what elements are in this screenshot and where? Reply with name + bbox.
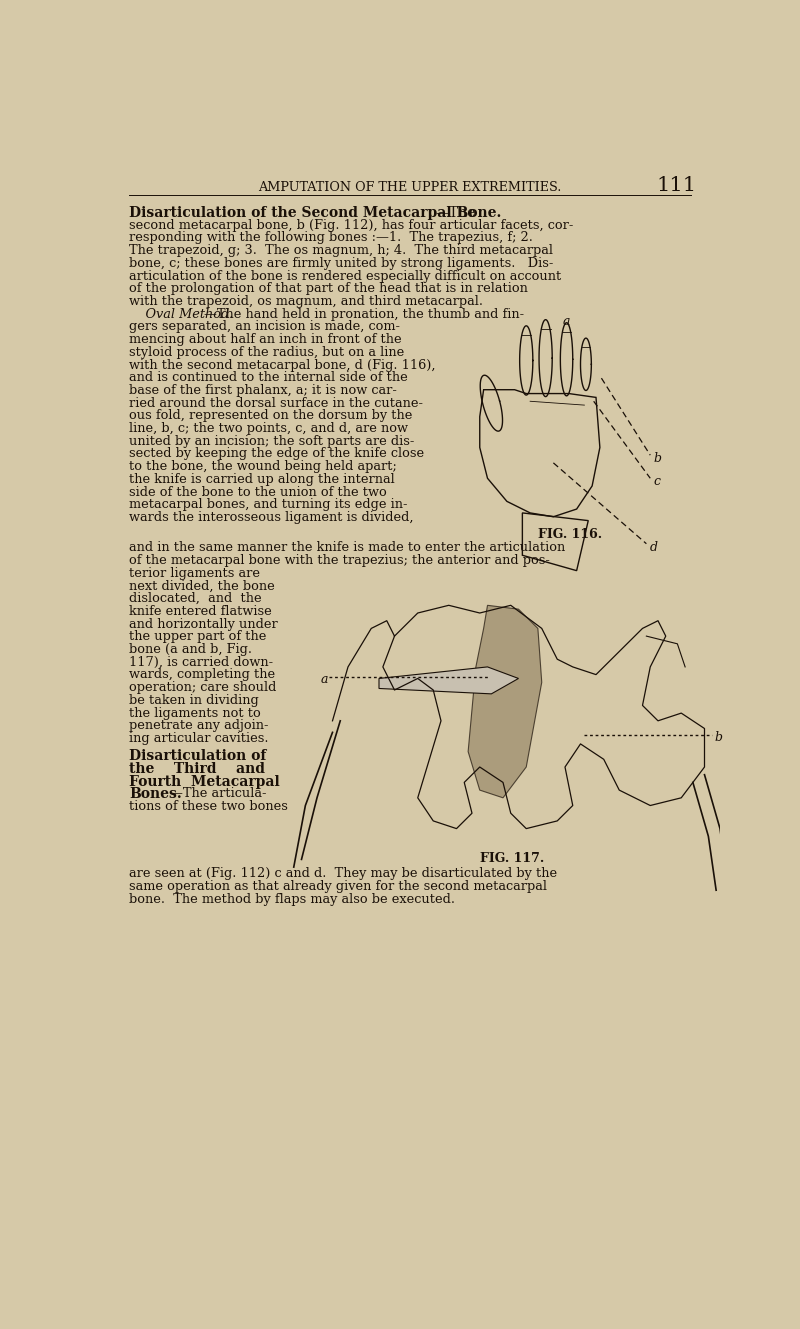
Text: terior ligaments are: terior ligaments are [130, 566, 261, 579]
Text: FIG. 117.: FIG. 117. [480, 852, 544, 865]
Text: Disarticulation of the Second Metacarpal Bone.: Disarticulation of the Second Metacarpal… [130, 206, 502, 219]
Text: penetrate any adjoin-: penetrate any adjoin- [130, 719, 269, 732]
Text: Fourth  Metacarpal: Fourth Metacarpal [130, 775, 280, 788]
Text: wards the interosseous ligament is divided,: wards the interosseous ligament is divid… [130, 510, 414, 524]
Text: gers separated, an incision is made, com-: gers separated, an incision is made, com… [130, 320, 401, 334]
Text: AMPUTATION OF THE UPPER EXTREMITIES.: AMPUTATION OF THE UPPER EXTREMITIES. [258, 181, 562, 194]
Text: b: b [654, 452, 662, 465]
Text: c: c [654, 476, 660, 488]
Text: base of the first phalanx, a; it is now car-: base of the first phalanx, a; it is now … [130, 384, 398, 397]
Text: bone (a and b, Fig.: bone (a and b, Fig. [130, 643, 253, 657]
Text: operation; care should: operation; care should [130, 682, 277, 694]
Text: —The hand held in pronation, the thumb and fin-: —The hand held in pronation, the thumb a… [204, 308, 524, 320]
Text: 111: 111 [657, 177, 697, 195]
Text: mencing about half an inch in front of the: mencing about half an inch in front of t… [130, 334, 402, 346]
Text: d: d [650, 541, 658, 554]
Text: bone, c; these bones are firmly united by strong ligaments.   Dis-: bone, c; these bones are firmly united b… [130, 256, 554, 270]
Text: of the metacarpal bone with the trapezius; the anterior and pos-: of the metacarpal bone with the trapeziu… [130, 554, 550, 567]
Text: Disarticulation of: Disarticulation of [130, 750, 267, 763]
Text: a: a [562, 315, 570, 328]
Text: 117), is carried down-: 117), is carried down- [130, 655, 274, 668]
Text: and is continued to the internal side of the: and is continued to the internal side of… [130, 371, 408, 384]
Text: b: b [714, 731, 722, 744]
Text: —The: —The [435, 206, 476, 219]
Text: responding with the following bones :—1.  The trapezius, f; 2.: responding with the following bones :—1.… [130, 231, 534, 245]
Text: second metacarpal bone, b (Fig. 112), has four articular facets, cor-: second metacarpal bone, b (Fig. 112), ha… [130, 219, 574, 231]
Text: of the prolongation of that part of the head that is in relation: of the prolongation of that part of the … [130, 282, 528, 295]
Text: sected by keeping the edge of the knife close: sected by keeping the edge of the knife … [130, 448, 425, 460]
Text: —The articula-: —The articula- [170, 787, 266, 800]
Text: line, b, c; the two points, c, and d, are now: line, b, c; the two points, c, and d, ar… [130, 423, 409, 435]
Text: Bones.: Bones. [130, 787, 182, 801]
Text: with the trapezoid, os magnum, and third metacarpal.: with the trapezoid, os magnum, and third… [130, 295, 483, 308]
Text: the    Third    and: the Third and [130, 762, 266, 776]
Text: next divided, the bone: next divided, the bone [130, 579, 275, 593]
Text: ing articular cavities.: ing articular cavities. [130, 732, 269, 746]
Text: The trapezoid, g; 3.  The os magnum, h; 4.  The third metacarpal: The trapezoid, g; 3. The os magnum, h; 4… [130, 245, 554, 258]
Text: same operation as that already given for the second metacarpal: same operation as that already given for… [130, 880, 547, 893]
Text: side of the bone to the union of the two: side of the bone to the union of the two [130, 485, 387, 498]
Text: bone.  The method by flaps may also be executed.: bone. The method by flaps may also be ex… [130, 893, 455, 905]
Text: dislocated,  and  the: dislocated, and the [130, 593, 262, 605]
Text: articulation of the bone is rendered especially difficult on account: articulation of the bone is rendered esp… [130, 270, 562, 283]
Text: are seen at (Fig. 112) c and d.  They may be disarticulated by the: are seen at (Fig. 112) c and d. They may… [130, 867, 558, 880]
Text: the ligaments not to: the ligaments not to [130, 707, 261, 719]
Text: ous fold, represented on the dorsum by the: ous fold, represented on the dorsum by t… [130, 409, 413, 423]
Polygon shape [468, 605, 542, 797]
Polygon shape [379, 667, 518, 694]
Text: the upper part of the: the upper part of the [130, 630, 267, 643]
Text: styloid process of the radius, but on a line: styloid process of the radius, but on a … [130, 346, 405, 359]
Text: metacarpal bones, and turning its edge in-: metacarpal bones, and turning its edge i… [130, 498, 408, 512]
Text: wards, completing the: wards, completing the [130, 668, 275, 682]
Text: and in the same manner the knife is made to enter the articulation: and in the same manner the knife is made… [130, 541, 566, 554]
Text: the knife is carried up along the internal: the knife is carried up along the intern… [130, 473, 395, 486]
Text: and horizontally under: and horizontally under [130, 618, 278, 631]
Text: a: a [321, 672, 328, 686]
Text: Oval Method.: Oval Method. [130, 308, 234, 320]
Text: be taken in dividing: be taken in dividing [130, 694, 259, 707]
Text: tions of these two bones: tions of these two bones [130, 800, 288, 813]
Text: with the second metacarpal bone, d (Fig. 116),: with the second metacarpal bone, d (Fig.… [130, 359, 436, 372]
Text: knife entered flatwise: knife entered flatwise [130, 605, 272, 618]
Text: ried around the dorsal surface in the cutane-: ried around the dorsal surface in the cu… [130, 396, 423, 409]
Text: FIG. 116.: FIG. 116. [538, 528, 602, 541]
Text: united by an incision; the soft parts are dis-: united by an incision; the soft parts ar… [130, 435, 415, 448]
Text: to the bone, the wound being held apart;: to the bone, the wound being held apart; [130, 460, 397, 473]
